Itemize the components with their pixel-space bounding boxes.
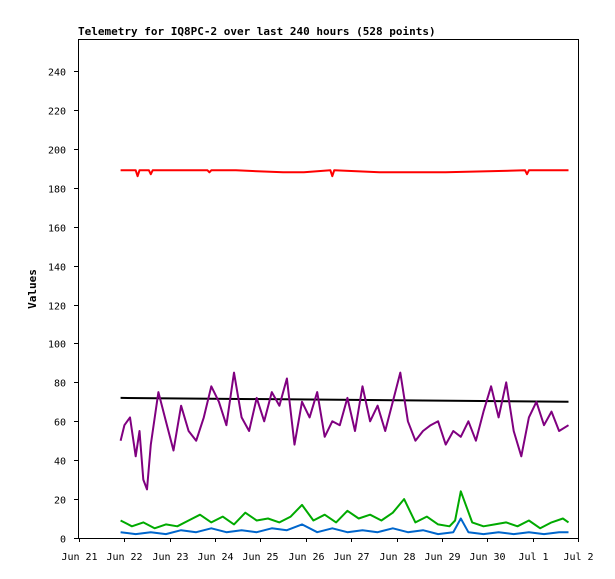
x-tick-label: Jun 21	[61, 552, 97, 563]
series-line-4	[120, 517, 569, 536]
y-tick-label: 140	[48, 263, 66, 274]
series-layer	[119, 169, 570, 536]
y-tick-label: 80	[54, 379, 66, 390]
series-line-3	[120, 490, 570, 530]
series-line-2	[119, 371, 570, 491]
y-tick-label: 60	[54, 418, 66, 429]
y-axis: 0 20 40 60 80 100 120 140 160 180 200 220 240	[48, 68, 79, 546]
y-tick-label: 180	[48, 185, 66, 196]
x-axis: Jun 21 Jun 22 Jun 23 Jun 24 Jun 25 Jun 26 Jun …	[61, 538, 594, 563]
y-tick-label: 100	[48, 340, 66, 351]
series-line-0	[120, 169, 569, 178]
y-tick-label: 40	[54, 457, 66, 468]
y-tick-label: 200	[48, 146, 66, 157]
y-tick-label: 120	[48, 302, 66, 313]
chart-title: Telemetry for IQ8PC-2 over last 240 hour…	[78, 25, 436, 38]
x-tick-label: Jun 26	[288, 552, 324, 563]
x-tick-label: Jun 30	[469, 552, 505, 563]
x-tick-label: Jun 23	[152, 552, 188, 563]
x-tick-label: Jun 28	[379, 552, 415, 563]
x-tick-label: Jul 2	[563, 552, 593, 563]
x-tick-label: Jun 25	[242, 552, 278, 563]
y-tick-label: 240	[48, 68, 66, 79]
x-tick-label: Jun 29	[424, 552, 460, 563]
plot-frame	[78, 39, 579, 539]
x-tick-label: Jun 27	[333, 552, 369, 563]
x-tick-label: Jun 24	[197, 552, 233, 563]
y-axis-label: Values	[26, 269, 39, 309]
y-tick-label: 160	[48, 224, 66, 235]
y-tick-label: 220	[48, 107, 66, 118]
y-tick-label: 20	[54, 496, 66, 507]
x-tick-label: Jun 22	[106, 552, 142, 563]
x-tick-label: Jul 1	[518, 552, 548, 563]
y-tick-label: 0	[60, 535, 66, 546]
